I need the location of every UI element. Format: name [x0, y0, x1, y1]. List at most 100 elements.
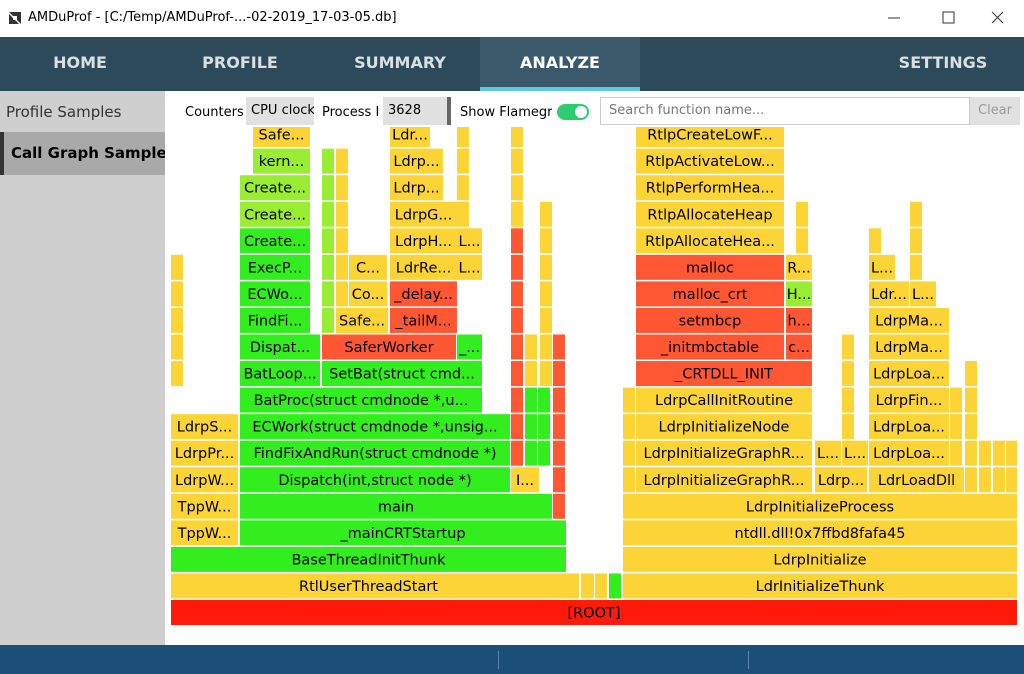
- flame-frame[interactable]: [240, 361, 320, 387]
- flamegraph-toggle[interactable]: [557, 104, 589, 120]
- flame-frame[interactable]: [815, 467, 867, 493]
- flame-frame[interactable]: [240, 201, 310, 227]
- flame-frame[interactable]: [636, 414, 812, 440]
- flame-frame[interactable]: [842, 440, 868, 466]
- process-label: Process I: [322, 105, 380, 120]
- flame-frame[interactable]: [240, 228, 310, 254]
- flame-frame[interactable]: [349, 281, 387, 307]
- flame-frame[interactable]: [240, 334, 320, 360]
- flame-frame[interactable]: [636, 361, 812, 387]
- frame-label: TppW...: [177, 499, 232, 515]
- flame-frame[interactable]: [240, 414, 510, 440]
- sidebar-item[interactable]: Profile Samples: [6, 103, 122, 121]
- flame-frame[interactable]: [336, 307, 388, 333]
- frame-label: Create...: [244, 181, 306, 197]
- flame-frame[interactable]: [349, 254, 387, 280]
- flame-frame[interactable]: [390, 175, 443, 201]
- flame-frame[interactable]: [390, 148, 443, 174]
- flame-frame[interactable]: [636, 440, 812, 466]
- flame-frame: [171, 281, 183, 307]
- flame-frame[interactable]: [636, 387, 812, 413]
- flame-frame[interactable]: [240, 254, 310, 280]
- flame-frame: [511, 440, 523, 466]
- flame-frame: [336, 228, 348, 254]
- flame-frame[interactable]: [636, 467, 812, 493]
- flame-frame[interactable]: [171, 600, 1017, 625]
- process-dropdown[interactable]: 3628: [383, 97, 451, 125]
- flame-frame[interactable]: [869, 254, 895, 280]
- flame-frame[interactable]: [786, 307, 812, 333]
- flame-frame[interactable]: [869, 440, 949, 466]
- flame-frame[interactable]: [636, 307, 784, 333]
- flame-frame[interactable]: [171, 414, 238, 440]
- flame-frame[interactable]: [171, 520, 238, 546]
- counter-dropdown[interactable]: CPU clocks: [246, 97, 314, 125]
- flame-frame[interactable]: [636, 175, 784, 201]
- flame-frame[interactable]: [390, 307, 457, 333]
- flame-frame[interactable]: [171, 573, 566, 599]
- flame-frame[interactable]: [623, 493, 1017, 519]
- nav-settings[interactable]: SETTINGS: [898, 53, 988, 72]
- flame-frame[interactable]: [636, 201, 784, 227]
- flame-frame[interactable]: [636, 334, 784, 360]
- flame-frame[interactable]: [390, 254, 457, 280]
- flame-frame[interactable]: [253, 148, 310, 174]
- flame-frame[interactable]: [171, 493, 238, 519]
- flame-frame[interactable]: [636, 228, 784, 254]
- clear-button[interactable]: Clear: [970, 97, 1020, 125]
- flame-frame[interactable]: [815, 440, 841, 466]
- flame-frame[interactable]: [457, 228, 482, 254]
- flame-frame[interactable]: [171, 546, 566, 572]
- flame-frame[interactable]: [623, 546, 1017, 572]
- flame-frame: [336, 254, 348, 280]
- flame-frame[interactable]: [171, 440, 238, 466]
- flame-frame: [525, 387, 537, 413]
- flame-frame[interactable]: [869, 281, 909, 307]
- flame-frame[interactable]: [240, 440, 510, 466]
- window-controls[interactable]: [880, 8, 1010, 28]
- flame-frame[interactable]: [390, 281, 457, 307]
- frame-label: LdrpInitializeNode: [659, 420, 790, 436]
- nav-tab[interactable]: HOME: [53, 53, 107, 72]
- flame-frame[interactable]: [636, 254, 784, 280]
- flame-frame[interactable]: [390, 201, 457, 227]
- flame-frame[interactable]: [511, 467, 539, 493]
- flame-frame[interactable]: [636, 281, 784, 307]
- flame-frame: [457, 148, 469, 174]
- flame-frame[interactable]: [869, 467, 964, 493]
- flame-frame[interactable]: [869, 307, 949, 333]
- flame-frame[interactable]: [240, 493, 552, 519]
- flame-frame[interactable]: [457, 254, 482, 280]
- flame-frame[interactable]: [240, 520, 566, 546]
- flame-frame[interactable]: [171, 467, 238, 493]
- nav-tab[interactable]: PROFILE: [202, 53, 278, 72]
- flame-frame[interactable]: [623, 573, 1017, 599]
- frame-label: LdrpCallInitRoutine: [655, 393, 793, 409]
- flame-frame[interactable]: [240, 387, 482, 413]
- nav-tab-active[interactable]: ANALYZE: [480, 37, 640, 91]
- flame-frame[interactable]: [623, 520, 1017, 546]
- flame-frame[interactable]: [390, 228, 457, 254]
- flame-frame[interactable]: [869, 334, 949, 360]
- flame-frame[interactable]: [786, 254, 812, 280]
- flame-frame[interactable]: [457, 334, 482, 360]
- flame-frame[interactable]: [322, 361, 482, 387]
- flame-frame[interactable]: [786, 281, 812, 307]
- flame-frame[interactable]: [240, 175, 310, 201]
- flame-frame[interactable]: [786, 334, 812, 360]
- flame-frame[interactable]: [240, 281, 310, 307]
- flame-frame[interactable]: [910, 281, 936, 307]
- flame-frame[interactable]: [869, 361, 949, 387]
- sidebar-item-selected[interactable]: Call Graph Samples: [0, 132, 165, 175]
- flame-frame[interactable]: [869, 387, 949, 413]
- flame-frame[interactable]: [240, 307, 310, 333]
- flame-frame: [979, 440, 991, 466]
- flame-frame[interactable]: [240, 467, 510, 493]
- flame-frame[interactable]: [869, 414, 949, 440]
- frame-label: Ldr...: [871, 287, 907, 303]
- flame-frame[interactable]: [636, 148, 784, 174]
- nav-tab[interactable]: SUMMARY: [354, 53, 446, 72]
- flame-frame: [538, 414, 550, 440]
- flame-frame[interactable]: [322, 334, 456, 360]
- search-input[interactable]: Search function name...: [600, 97, 970, 125]
